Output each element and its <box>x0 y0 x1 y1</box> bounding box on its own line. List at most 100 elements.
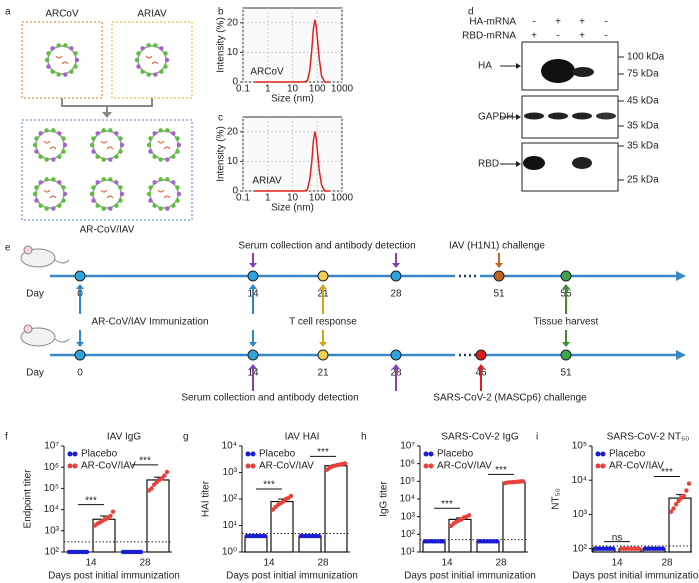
lipid-dot <box>114 180 119 185</box>
lipid-dot <box>148 149 153 154</box>
x-tick-label: 28 <box>139 558 151 569</box>
y-axis-label: Intensity (%) <box>216 126 227 182</box>
lipid-dot <box>50 46 55 51</box>
y-tick-label: 10² <box>401 529 416 540</box>
marker-label: 25 kDa <box>627 175 659 186</box>
mouse-tail <box>54 338 70 343</box>
y-tick-label: 10 <box>227 47 239 58</box>
arrow-head <box>392 263 400 268</box>
x-tick-label: 100 <box>309 193 326 204</box>
significance: *** <box>263 480 275 491</box>
lipid-dot <box>171 180 176 185</box>
lipid-dot <box>95 154 100 159</box>
arrow-head <box>319 342 327 347</box>
day-node <box>493 270 505 282</box>
legend-marker <box>67 463 73 469</box>
x-tick-label: 10 <box>287 84 299 95</box>
lipid-dot <box>163 64 168 69</box>
lipid-dot <box>171 154 176 159</box>
lipid-dot <box>148 185 153 190</box>
lipid-dot <box>34 149 39 154</box>
lipid-dot <box>114 203 119 208</box>
mouse-ear <box>23 324 33 334</box>
size-distribution <box>254 19 330 83</box>
y-tick-label: 10⁴ <box>44 504 59 515</box>
band <box>523 156 545 170</box>
lipid-dot <box>101 157 106 162</box>
lipid-dot <box>61 149 66 154</box>
y-tick-label: 10⁰ <box>222 547 237 558</box>
arrow-head <box>76 284 84 289</box>
day-node <box>475 349 487 361</box>
x-tick-label: 14 <box>263 558 275 569</box>
lipid-dot <box>95 131 100 136</box>
lipid-dot <box>34 185 39 190</box>
legend-label: Placebo <box>609 449 646 460</box>
lipid-dot <box>91 149 96 154</box>
arrow-head <box>516 114 521 120</box>
lipid-dot <box>62 142 68 148</box>
lipid-dot <box>91 198 96 203</box>
lipid-dot <box>159 46 164 51</box>
lipid-dot <box>134 57 140 63</box>
band <box>572 67 594 77</box>
lipid-dot <box>61 185 66 190</box>
y-tick-label: 10⁴ <box>572 475 587 486</box>
data-point <box>466 513 472 518</box>
row-name: HA-mRNA <box>469 17 516 28</box>
legend-marker <box>423 451 429 457</box>
mouse-tail <box>54 259 70 264</box>
band <box>524 112 544 120</box>
lipid-dot <box>148 198 153 203</box>
legend-label: AR-CoV/IAV <box>81 461 136 472</box>
panel-label: a <box>5 7 11 18</box>
lipid-dot <box>152 154 157 159</box>
lipid-dot <box>153 43 158 48</box>
data-point <box>684 488 689 493</box>
x-tick-label: 10 <box>287 193 299 204</box>
lipid-dot <box>108 157 113 162</box>
data-point <box>164 469 170 475</box>
x-tick-label: 14 <box>441 558 453 569</box>
arrow-head <box>392 364 400 369</box>
data-point <box>668 509 674 514</box>
lipid-dot <box>57 180 62 185</box>
mrna <box>157 140 171 150</box>
day-node <box>74 270 86 282</box>
x-tick-label: 14 <box>85 558 97 569</box>
arrow-head <box>319 284 327 289</box>
particle-name: ARIAV <box>137 9 167 20</box>
day-node <box>390 349 402 361</box>
lipid-dot <box>61 136 66 141</box>
y-tick-label: 10² <box>223 494 238 505</box>
data-point <box>636 546 642 551</box>
event: Tissue harvest <box>534 317 599 328</box>
lipid-dot <box>95 180 100 185</box>
lipid-dot <box>118 136 123 141</box>
lipid-dot <box>175 185 180 190</box>
y-tick-label: 10⁵ <box>400 476 415 487</box>
day-node <box>390 270 402 282</box>
legend-marker <box>428 463 434 469</box>
arrow-head <box>477 364 485 369</box>
band <box>572 112 592 120</box>
lipid-dot <box>57 154 62 159</box>
event: T cell response <box>289 317 357 328</box>
data-point <box>440 539 446 544</box>
day-label: Day <box>26 289 44 300</box>
lipid-dot <box>44 206 49 211</box>
lipid-dot <box>44 157 49 162</box>
lipid-dot <box>95 203 100 208</box>
lipid-dot <box>152 131 157 136</box>
significance: *** <box>317 447 329 458</box>
data-point <box>84 549 90 555</box>
lipid-dot <box>108 206 113 211</box>
lipid-dot <box>51 157 56 162</box>
day-node <box>74 349 86 361</box>
lipid-dot <box>175 149 180 154</box>
day-node <box>247 349 259 361</box>
lipid-dot <box>153 72 158 77</box>
y-tick-label: 10⁷ <box>400 441 415 452</box>
band <box>541 59 575 83</box>
data-point <box>110 509 116 514</box>
